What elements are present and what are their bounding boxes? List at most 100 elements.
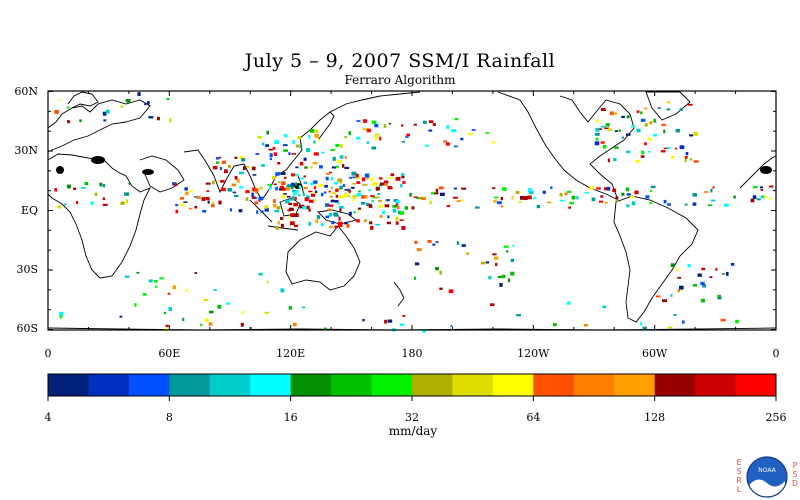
rain-pixel xyxy=(471,129,476,131)
rain-pixel xyxy=(685,152,689,156)
rain-pixel xyxy=(670,294,673,297)
rain-pixel xyxy=(331,221,335,225)
colorbar-swatch xyxy=(88,374,130,396)
rain-pixel xyxy=(124,192,130,196)
rain-pixel xyxy=(634,190,639,195)
rain-pixel xyxy=(211,201,215,205)
rain-pixel xyxy=(677,276,682,279)
rain-pixel xyxy=(607,128,612,132)
rain-pixel xyxy=(213,289,217,291)
rain-pixel xyxy=(697,273,702,277)
rain-pixel xyxy=(666,101,671,104)
rain-pixel xyxy=(649,121,653,125)
rain-pixel xyxy=(356,136,361,140)
rain-pixel xyxy=(227,164,231,169)
rain-pixel xyxy=(280,172,286,175)
rain-pixel xyxy=(266,130,269,135)
rain-pixel xyxy=(630,195,635,198)
rain-pixel xyxy=(435,267,439,271)
rain-pixel xyxy=(446,125,450,129)
rain-pixel xyxy=(653,118,657,123)
rain-pixel xyxy=(401,140,405,143)
rain-pixel xyxy=(182,317,185,322)
rain-pixel xyxy=(274,209,280,213)
rain-pixel xyxy=(120,105,124,108)
rain-pixel xyxy=(251,196,256,200)
rain-pixel xyxy=(411,206,415,210)
rain-pixel xyxy=(66,106,70,109)
rain-pixel xyxy=(700,298,706,303)
rain-pixel xyxy=(414,240,418,244)
rain-pixel xyxy=(294,224,299,228)
rain-pixel xyxy=(414,262,420,266)
rain-pixel xyxy=(329,196,333,198)
rain-pixel xyxy=(660,150,666,153)
north-america-coastline xyxy=(497,91,635,201)
rain-pixel xyxy=(362,128,367,131)
rain-pixel xyxy=(366,128,371,133)
rain-pixel xyxy=(59,99,62,102)
rain-pixel xyxy=(375,196,380,199)
rain-pixel xyxy=(306,148,311,152)
rain-pixel xyxy=(238,209,243,213)
rain-pixel xyxy=(313,191,317,194)
rain-pixel xyxy=(494,256,499,260)
rain-pixel xyxy=(383,183,388,186)
rain-pixel xyxy=(428,129,433,132)
rain-pixel xyxy=(364,173,370,178)
rain-pixel xyxy=(768,197,773,200)
rain-pixel xyxy=(272,146,276,150)
rain-pixel xyxy=(601,108,606,111)
rain-pixel xyxy=(710,188,713,193)
rain-pixel xyxy=(460,137,464,141)
rain-pixel xyxy=(387,319,393,323)
rain-pixel xyxy=(365,183,368,186)
rain-pixel xyxy=(405,136,409,138)
lake-patch xyxy=(56,166,64,174)
rain-pixel xyxy=(302,193,305,196)
rain-pixel xyxy=(321,151,325,154)
rain-pixel xyxy=(604,187,608,191)
rain-pixel xyxy=(340,181,343,184)
rain-pixel xyxy=(443,140,448,143)
rain-pixel xyxy=(662,299,667,303)
rain-pixel xyxy=(299,204,305,209)
rain-pixel xyxy=(625,187,630,192)
rain-pixel xyxy=(576,196,579,200)
rain-pixel xyxy=(485,261,490,264)
colorbar-swatch xyxy=(412,374,453,396)
rain-pixel xyxy=(709,276,713,279)
rain-pixel xyxy=(615,199,619,202)
rain-pixel xyxy=(292,190,297,193)
rain-pixel xyxy=(648,137,652,141)
rain-pixel xyxy=(294,213,299,217)
rain-pixel xyxy=(279,185,284,188)
rain-pixel xyxy=(421,196,426,200)
latitude-label: 30S xyxy=(16,262,38,276)
rain-pixel xyxy=(212,180,215,185)
rain-pixel xyxy=(302,206,307,210)
rain-pixel xyxy=(413,123,417,126)
rain-pixel xyxy=(518,201,522,203)
rain-pixel xyxy=(319,165,323,169)
rain-pixel xyxy=(267,183,272,186)
colorbar-swatch xyxy=(452,374,494,396)
rain-pixel xyxy=(485,132,490,134)
rain-pixel xyxy=(375,186,380,191)
rain-pixel xyxy=(650,189,653,192)
rain-pixel xyxy=(221,187,226,192)
rain-pixel xyxy=(273,152,277,156)
rain-pixel xyxy=(703,191,709,193)
rain-pixel xyxy=(293,202,298,207)
rain-pixel xyxy=(258,199,261,202)
rain-pixel xyxy=(492,253,497,256)
rain-pixel xyxy=(289,221,295,226)
rain-pixel xyxy=(404,206,408,210)
rain-pixel xyxy=(356,181,361,184)
rain-pixel xyxy=(239,171,244,175)
rain-pixel xyxy=(357,210,360,213)
rain-pixel xyxy=(720,318,726,322)
rain-pixel xyxy=(710,199,716,202)
longitude-label: 120W xyxy=(517,347,550,360)
rain-pixel xyxy=(735,319,739,324)
